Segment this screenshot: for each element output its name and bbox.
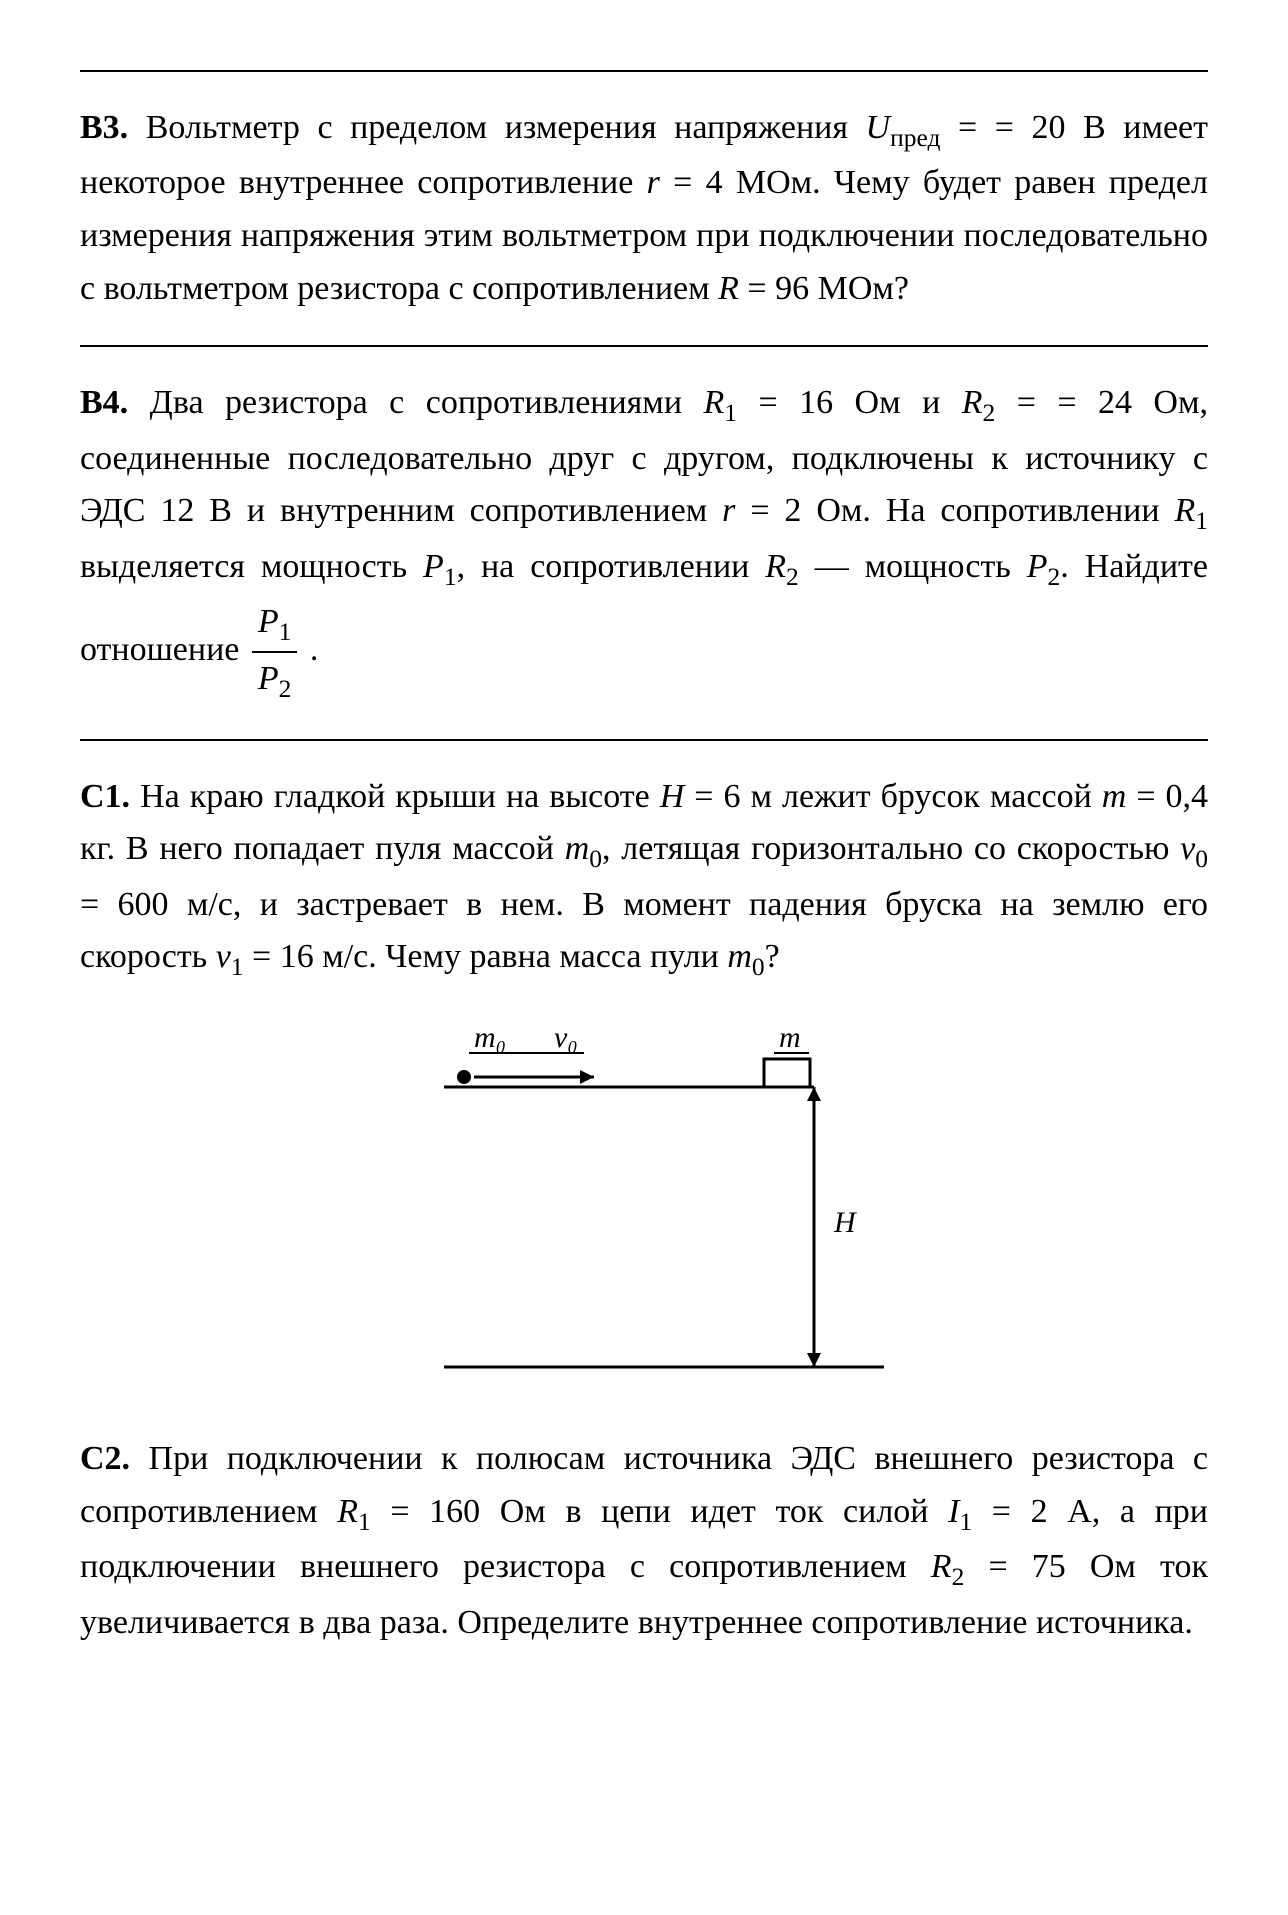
var-U: U	[866, 109, 891, 146]
text: Вольтметр с пределом измерения напряжени…	[146, 109, 866, 146]
physics-problems-page: В3. Вольтметр с пределом измерения напря…	[0, 0, 1288, 1719]
var-R1: R	[337, 1493, 358, 1530]
svg-text:m₀: m₀	[474, 1021, 506, 1054]
sub: 2	[983, 398, 996, 427]
sub: 1	[959, 1507, 972, 1536]
divider	[80, 739, 1208, 741]
text: = 16 м/с. Чему равна масса пули	[244, 938, 728, 975]
var-r: r	[722, 492, 735, 529]
problem-label: В4.	[80, 384, 128, 421]
text: — мощность	[799, 548, 1027, 585]
var-r: r	[647, 164, 660, 201]
sub: 1	[279, 617, 292, 646]
sub: 2	[1048, 561, 1061, 590]
sub: 1	[358, 1507, 371, 1536]
text: ?	[765, 938, 780, 975]
text: = 160 Ом в цепи идет ток силой	[371, 1493, 948, 1530]
sub: 1	[724, 398, 737, 427]
sub: 2	[786, 561, 799, 590]
text: = 96 МОм?	[739, 270, 909, 307]
var-R1: R	[703, 384, 724, 421]
var-P1: P	[423, 548, 444, 585]
sub: 1	[1195, 506, 1208, 535]
frac-num: P1	[252, 596, 298, 653]
text: = 2 Ом. На сопротивлении	[735, 492, 1174, 529]
text: Два резистора с сопротивлениями	[150, 384, 704, 421]
c1-diagram: m₀ v₀ m H	[80, 1007, 1208, 1404]
var: P	[258, 603, 279, 640]
sub: 1	[444, 561, 457, 590]
divider	[80, 345, 1208, 347]
var-m0b: m	[727, 938, 752, 975]
var-H: H	[660, 778, 685, 815]
frac-den: P2	[252, 653, 298, 708]
problem-c1: С1. На краю гладкой крыши на высоте H = …	[80, 771, 1208, 987]
problem-label: С2.	[80, 1440, 130, 1477]
var: P	[258, 660, 279, 697]
var-R1b: R	[1174, 492, 1195, 529]
var-R: R	[718, 270, 739, 307]
var-R2b: R	[765, 548, 786, 585]
problem-b4: В4. Два резистора с сопротивлениями R1 =…	[80, 377, 1208, 708]
sub-U: пред	[890, 123, 940, 152]
problem-label: В3.	[80, 109, 128, 146]
divider	[80, 70, 1208, 72]
var-P2: P	[1027, 548, 1048, 585]
text: выделяется мощность	[80, 548, 423, 585]
var-m0: m	[565, 830, 590, 867]
problem-label: С1.	[80, 778, 130, 815]
problem-c2: С2. При подключении к полюсам источника …	[80, 1433, 1208, 1649]
var-v0: v	[1180, 830, 1195, 867]
var-v1: v	[216, 938, 231, 975]
var-R2: R	[931, 1548, 952, 1585]
sub: 1	[231, 952, 244, 981]
text: , летящая горизонтально со скоростью	[602, 830, 1180, 867]
problem-b3: В3. Вольтметр с пределом измерения напря…	[80, 102, 1208, 315]
var-m: m	[1102, 778, 1127, 815]
sub: 0	[589, 844, 602, 873]
svg-text:m: m	[779, 1021, 801, 1054]
sub: 0	[752, 952, 765, 981]
svg-text:H: H	[833, 1206, 858, 1239]
svg-text:v₀: v₀	[554, 1021, 578, 1054]
text: = 6 м лежит брусок массой	[684, 778, 1101, 815]
diagram-svg: m₀ v₀ m H	[384, 1007, 904, 1387]
var-I1: I	[948, 1493, 959, 1530]
text: , на сопротивлении	[457, 548, 766, 585]
text: .	[301, 631, 318, 668]
text: На краю гладкой крыши на высоте	[140, 778, 660, 815]
var-R2: R	[962, 384, 983, 421]
fraction-P1-P2: P1 P2	[252, 596, 298, 709]
sub: 2	[279, 674, 292, 703]
sub: 2	[952, 1562, 965, 1591]
text: = 16 Ом и	[737, 384, 962, 421]
sub: 0	[1195, 844, 1208, 873]
